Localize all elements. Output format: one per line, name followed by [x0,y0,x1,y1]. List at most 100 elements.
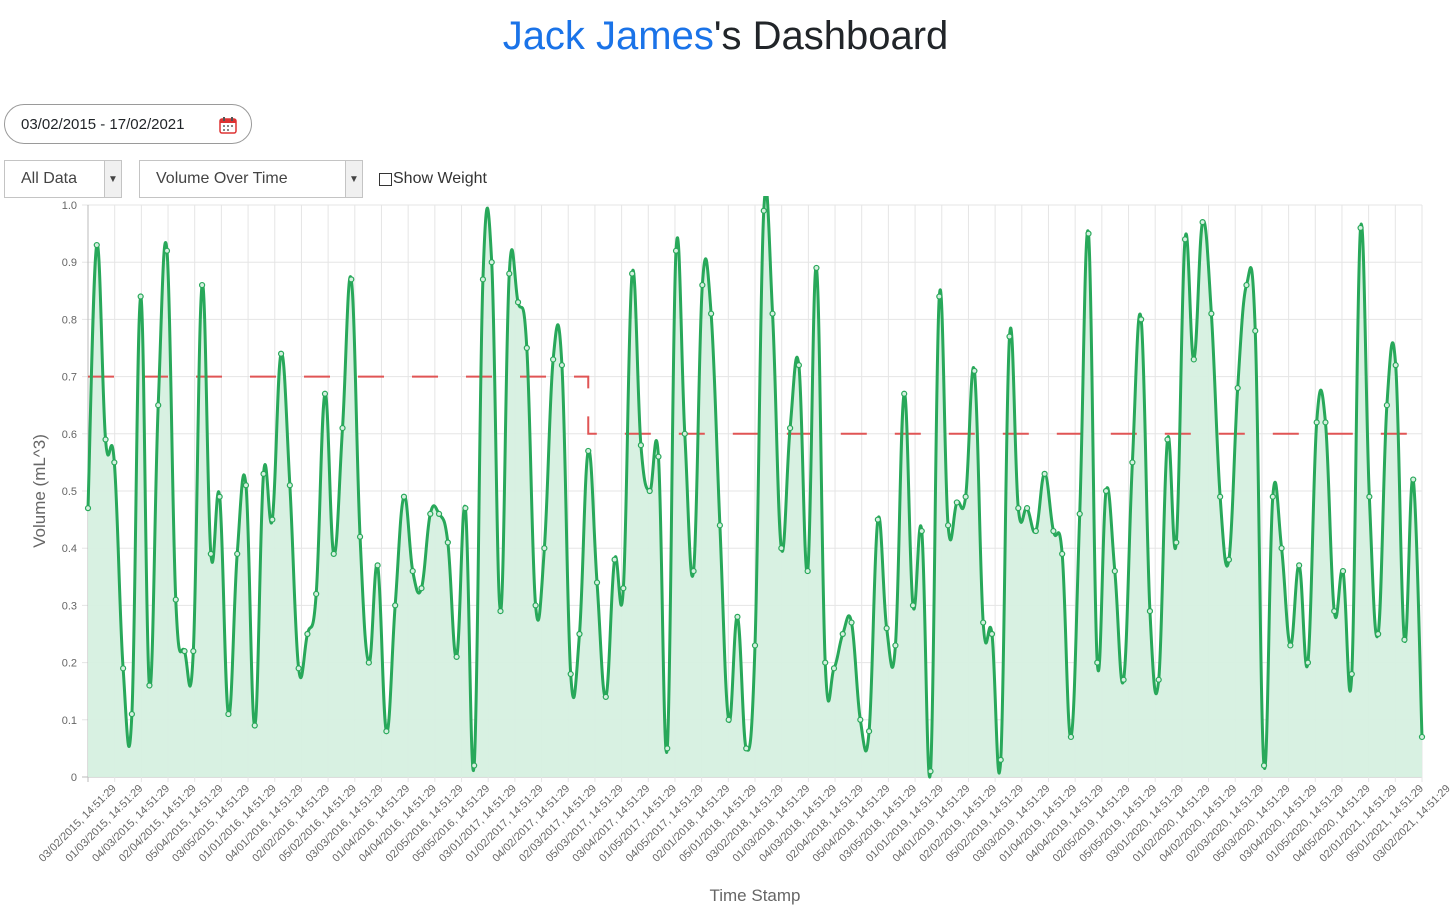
calendar-icon [219,116,237,134]
data-point [1358,225,1363,230]
user-name: Jack James [503,14,714,58]
data-point [314,591,319,596]
data-point [1095,660,1100,665]
y-tick-label: 1.0 [62,200,77,212]
data-point [428,511,433,516]
data-point [595,580,600,585]
data-point [621,586,626,591]
data-point [656,454,661,459]
data-point [287,483,292,488]
volume-chart: 0 0.1 0.2 0.3 0.4 0.5 0.6 0.7 0.8 0.9 1.0 03/02/20… [0,196,1451,916]
data-point [867,729,872,734]
data-point [454,654,459,659]
data-point [981,620,986,625]
data-point [542,546,547,551]
data-point [1139,317,1144,322]
data-point [410,569,415,574]
data-point [1235,386,1240,391]
data-point [1200,220,1205,225]
data-point [674,248,679,253]
data-point [1384,403,1389,408]
y-tick-label: 0.8 [62,314,77,326]
data-point [989,632,994,637]
data-point [831,666,836,671]
data-point [164,248,169,253]
data-point [393,603,398,608]
data-point [1165,437,1170,442]
data-point [770,311,775,316]
date-range-value: 03/02/2015 - 17/02/2021 [21,116,184,133]
data-point [121,666,126,671]
data-point [1033,529,1038,534]
y-tick-label: 0.4 [62,543,77,555]
data-point [551,357,556,362]
metric-select[interactable]: Volume Over Time ▼ [139,160,363,198]
data-point [208,551,213,556]
data-filter-select[interactable]: All Data ▼ [4,160,122,198]
data-point [112,460,117,465]
data-point [612,557,617,562]
data-point [1420,734,1425,739]
data-point [1086,231,1091,236]
data-point [243,483,248,488]
data-point [1253,328,1258,333]
data-point [1297,563,1302,568]
data-point [788,426,793,431]
data-point [858,717,863,722]
data-point [489,260,494,265]
data-point [805,569,810,574]
data-point [910,603,915,608]
chevron-down-icon[interactable]: ▼ [104,161,121,197]
data-point [823,660,828,665]
y-axis-title: Volume (mL^3) [30,434,49,548]
data-point [744,746,749,751]
data-point [577,632,582,637]
data-point [1104,489,1109,494]
data-point [682,431,687,436]
data-point [366,660,371,665]
data-filter-value: All Data [21,170,77,188]
data-point [156,403,161,408]
data-point [559,363,564,368]
data-point [349,277,354,282]
data-point [1305,660,1310,665]
chevron-down-icon[interactable]: ▼ [345,161,362,197]
data-point [331,551,336,556]
data-point [1411,477,1416,482]
data-point [954,500,959,505]
data-point [533,603,538,608]
data-point [191,649,196,654]
data-point [814,265,819,270]
data-point [147,683,152,688]
data-point [568,672,573,677]
x-axis-title: Time Stamp [709,886,800,905]
show-weight-toggle[interactable]: Show Weight [379,170,487,188]
data-point [279,351,284,356]
data-point [226,712,231,717]
data-point [1314,420,1319,425]
data-point [1226,557,1231,562]
y-axis-ticks: 0 0.1 0.2 0.3 0.4 0.5 0.6 0.7 0.8 0.9 1.0 [62,200,77,784]
data-point [638,443,643,448]
data-point [717,523,722,528]
data-point [1042,471,1047,476]
data-point [691,569,696,574]
data-point [1147,609,1152,614]
data-point [1332,609,1337,614]
data-point [1270,494,1275,499]
data-point [1060,551,1065,556]
data-point [998,757,1003,762]
data-point [928,769,933,774]
show-weight-checkbox[interactable] [379,173,392,186]
y-tick-label: 0.9 [62,257,77,269]
date-range-picker[interactable]: 03/02/2015 - 17/02/2021 [4,104,252,144]
data-point [1130,460,1135,465]
data-point [1244,283,1249,288]
data-point [603,694,608,699]
data-point [709,311,714,316]
data-point [1156,677,1161,682]
data-point [524,346,529,351]
data-point [586,448,591,453]
y-tick-label: 0.7 [62,372,77,384]
